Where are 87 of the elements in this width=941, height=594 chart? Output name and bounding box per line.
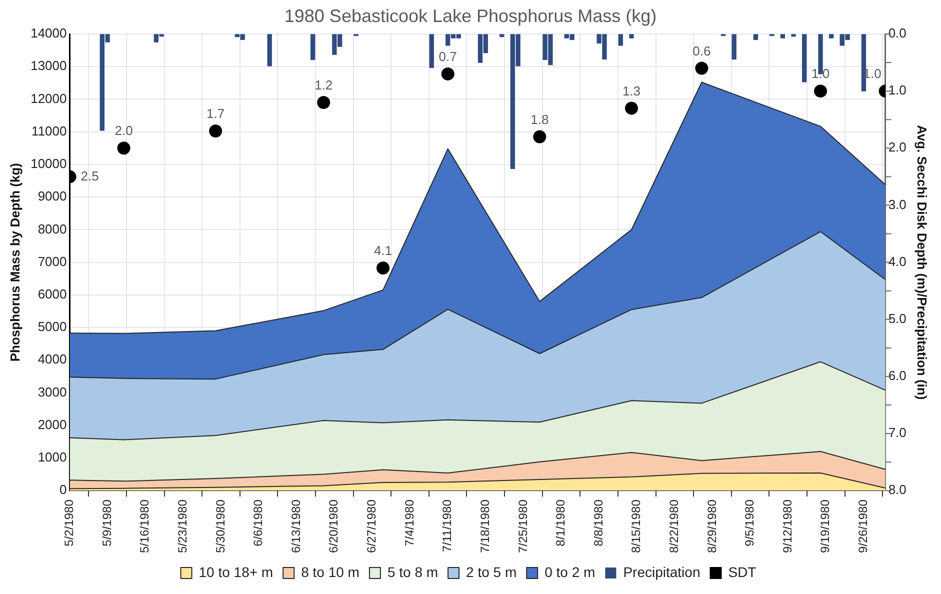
bar: [618, 34, 623, 46]
chart-title: 1980 Sebasticook Lake Phosphorus Mass (kg): [283, 6, 658, 27]
y-tick-label: 4000: [38, 352, 67, 367]
y-axis-title: Phosphorus Mass by Depth (kg): [7, 162, 22, 362]
legend-label: Precipitation: [623, 564, 700, 580]
x-tick-label: 6/27/1980: [364, 499, 379, 554]
legend-label: 2 to 5 m: [466, 564, 517, 580]
x-tick-label: 5/23/1980: [175, 499, 190, 554]
point: [317, 96, 330, 109]
data-label: 1.3: [622, 83, 641, 98]
data-label: 4.1: [374, 243, 392, 258]
x-tick-label: 5/9/1980: [100, 499, 114, 546]
y-tick-label: 12000: [30, 90, 67, 106]
y-tick-label: 14000: [30, 26, 67, 41]
y-tick-label: 1000: [38, 450, 67, 465]
y2-axis-title: Avg. Secchi Disk Depth (m)/Precipitation (in): [914, 124, 930, 400]
y2-tick-label: 4.0: [888, 254, 906, 269]
y-tick-label: 9000: [38, 188, 67, 204]
bar: [780, 34, 786, 38]
x-tick-label: 6/13/1980: [288, 499, 303, 554]
point: [695, 62, 708, 75]
bar: [791, 34, 796, 37]
legend-label: SDT: [728, 564, 757, 580]
y-tick-label: 7000: [38, 254, 67, 269]
y-tick-label: 3000: [38, 384, 67, 400]
x-tick-label: 5/2/1980: [62, 499, 76, 546]
bar: [267, 34, 272, 66]
y-tick-label: 5000: [38, 319, 67, 334]
point: [441, 67, 454, 80]
x-tick-label: 9/19/1980: [818, 499, 832, 554]
data-label: 1.7: [206, 106, 225, 122]
x-tick-label: 7/4/1980: [402, 499, 416, 546]
y2-tick-label: 1.0: [888, 82, 906, 98]
x-tick-label: 8/22/1980: [666, 499, 681, 554]
y2-tick-label: 3.0: [888, 196, 906, 212]
y-tick-label: 6000: [38, 286, 67, 302]
x-tick-label: 8/8/1980: [591, 499, 606, 546]
legend-label: 10 to 18+ m: [198, 564, 274, 580]
point: [814, 84, 828, 98]
data-label: 0.7: [438, 49, 457, 64]
bar: [828, 34, 834, 38]
x-tick-label: 9/12/1980: [780, 499, 794, 554]
x-tick-label: 7/25/1980: [516, 499, 530, 554]
legend-label: 8 to 10 m: [301, 564, 360, 580]
point: [533, 130, 546, 144]
y-tick-label: 11000: [32, 123, 67, 138]
legend-label: 5 to 8 m: [387, 564, 438, 580]
bar: [732, 34, 736, 60]
bar: [310, 34, 316, 60]
data-label: 2.5: [80, 168, 99, 184]
y2-tick-label: 6.0: [888, 368, 906, 384]
bar: [802, 34, 807, 82]
bar: [629, 34, 634, 38]
y-tick-label: 13000: [30, 58, 67, 74]
bar: [429, 34, 434, 68]
x-tick-label: 9/26/1980: [856, 499, 870, 554]
point: [624, 102, 638, 115]
y2-tick-label: 5.0: [888, 310, 906, 326]
x-tick-label: 5/16/1980: [138, 499, 152, 554]
y2-tick-label: 8.0: [888, 482, 906, 498]
y2-tick-label: 7.0: [888, 425, 906, 440]
data-label: 2.0: [114, 123, 133, 138]
bar: [500, 34, 504, 38]
data-label: 0.6: [692, 43, 711, 58]
y2-tick-label: 0.0: [888, 26, 906, 41]
x-tick-label: 7/11/1980: [440, 499, 454, 552]
point: [117, 142, 130, 155]
bar: [753, 34, 758, 40]
data-label: 1.0: [811, 66, 830, 82]
x-tick-label: 6/20/1980: [326, 499, 341, 554]
point: [376, 262, 390, 275]
x-tick-label: 6/6/1980: [251, 499, 266, 546]
y-tick-label: 8000: [38, 221, 67, 236]
x-tick-label: 9/5/1980: [742, 499, 757, 546]
x-tick-label: 8/29/1980: [704, 499, 719, 554]
x-tick-label: 8/1/1980: [554, 499, 568, 546]
x-tick-label: 7/18/1980: [478, 499, 492, 554]
data-label: 1.8: [530, 112, 549, 127]
y-tick-label: 2000: [38, 416, 67, 432]
y-tick-label: 10000: [30, 156, 67, 172]
data-label: 1.2: [314, 78, 333, 93]
legend-label: 0 to 2 m: [544, 564, 596, 580]
y-tick-label: 0: [60, 482, 67, 498]
point: [209, 124, 222, 138]
x-tick-label: 8/15/1980: [629, 499, 644, 554]
x-tick-label: 5/30/1980: [213, 499, 228, 554]
y2-tick-label: 2.0: [888, 140, 906, 155]
